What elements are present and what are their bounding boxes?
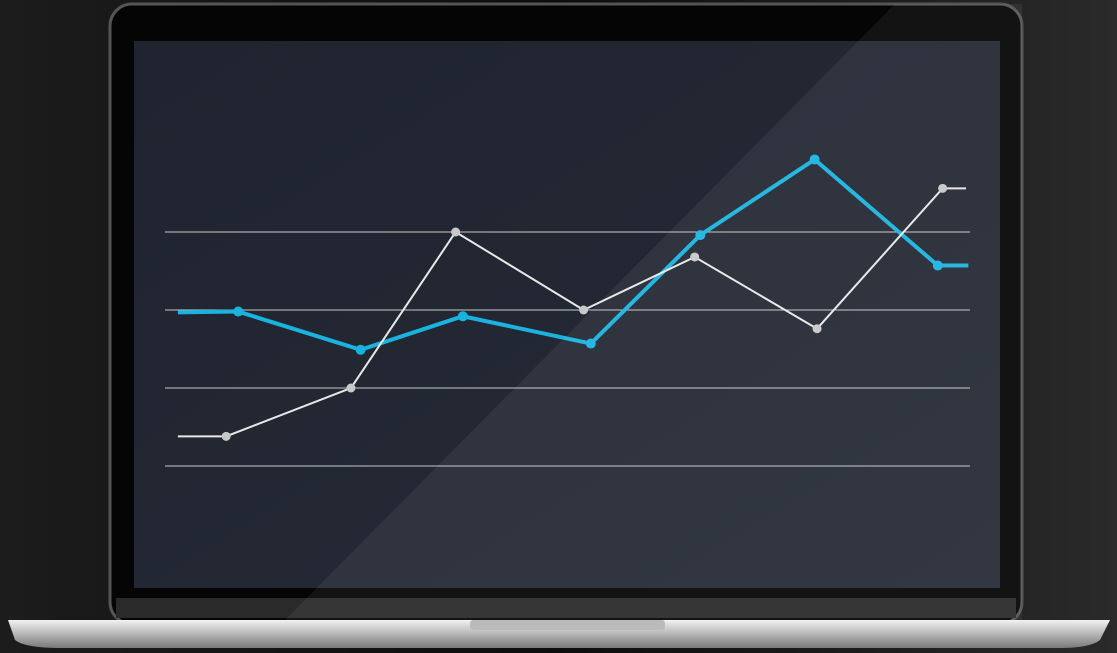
laptop-base <box>8 620 1110 648</box>
data-point <box>355 344 366 355</box>
data-point <box>695 230 706 241</box>
data-point <box>451 227 461 237</box>
data-point <box>690 252 700 262</box>
data-point <box>932 260 943 271</box>
laptop-notch <box>470 620 665 630</box>
data-point <box>812 324 822 334</box>
data-point <box>221 431 231 441</box>
laptop-chin <box>116 598 1016 618</box>
data-point <box>585 338 596 349</box>
data-point <box>346 383 356 393</box>
data-point <box>579 305 589 315</box>
data-point <box>233 306 244 317</box>
laptop-screen <box>134 41 1000 588</box>
screen-glare <box>285 4 1022 620</box>
data-point <box>457 311 468 322</box>
plot <box>165 154 970 467</box>
data-point <box>809 154 820 165</box>
data-point <box>938 183 948 193</box>
